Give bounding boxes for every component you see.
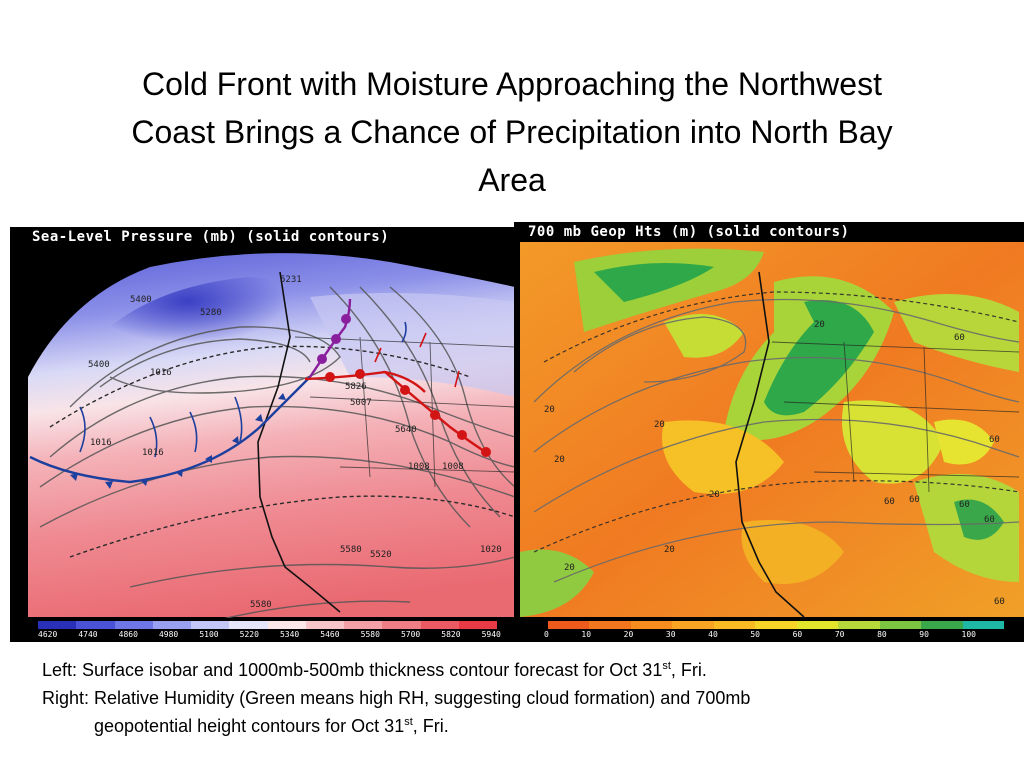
humidity-colorbar-swatch [921, 621, 963, 629]
right-contour-label: 60 [989, 435, 1000, 445]
thickness-colorbar-swatch [305, 621, 344, 629]
left-contour-label: 1008 [442, 462, 464, 472]
slide-title: Cold Front with Moisture Approaching the… [40, 60, 984, 204]
thickness-colorbar-label: 5220 [239, 630, 259, 639]
humidity-colorbar-swatch [713, 621, 756, 629]
humidity-colorbar-label: 80 [877, 630, 887, 639]
humidity-colorbar-swatch [879, 621, 922, 629]
sea-level-pressure-map: 5400 5280 5231 5400 1016 1016 1016 5826 … [10, 227, 515, 642]
thickness-colorbar-label: 5940 [481, 630, 501, 639]
humidity-colorbar-labels: 0 10 20 30 40 50 60 70 80 90 100 [544, 630, 976, 641]
sea-level-pressure-map-graphic: 5400 5280 5231 5400 1016 1016 1016 5826 … [10, 227, 515, 642]
thickness-colorbar-swatch [191, 621, 230, 629]
thickness-colorbar-label: 5340 [279, 630, 300, 639]
humidity-colorbar-strip [548, 621, 1004, 629]
caption-line-1: Left: Surface isobar and 1000mb-500mb th… [42, 660, 707, 680]
thickness-colorbar-swatch [382, 621, 421, 629]
humidity-colorbar-label: 70 [834, 630, 845, 639]
right-contour-label: 20 [554, 455, 565, 465]
humidity-colorbar-label: 90 [919, 630, 929, 639]
left-contour-label: 1020 [480, 545, 502, 555]
left-contour-label: 5580 [250, 600, 272, 610]
thickness-colorbar-label: 4980 [158, 630, 179, 639]
right-contour-label: 20 [544, 405, 555, 415]
humidity-colorbar-swatch [589, 621, 631, 629]
thickness-colorbar-strip [38, 621, 497, 629]
humidity-colorbar-swatch [838, 621, 880, 629]
humidity-colorbar-swatch [630, 621, 673, 629]
humidity-colorbar-swatch [796, 621, 839, 629]
thickness-colorbar-swatch [114, 621, 153, 629]
right-contour-label: 20 [654, 420, 665, 430]
right-contour-label: 20 [664, 545, 675, 555]
left-contour-label: 1016 [150, 368, 172, 378]
left-contour-label: 5231 [280, 275, 302, 285]
caption-line-3: geopotential height contours for Oct 31s… [94, 716, 449, 736]
left-contour-label: 1008 [408, 462, 430, 472]
left-contour-label: 5400 [88, 360, 110, 370]
right-contour-label: 20 [709, 490, 720, 500]
right-contour-label: 60 [954, 333, 965, 343]
humidity-colorbar-label: 20 [623, 630, 634, 639]
left-contour-label: 5007 [350, 398, 372, 408]
right-contour-label: 20 [814, 320, 825, 330]
left-contour-label: 1016 [90, 438, 112, 448]
thickness-colorbar-swatch [38, 621, 77, 629]
title-line-2: Coast Brings a Chance of Precipitation i… [131, 114, 893, 150]
left-contour-label: 5400 [130, 295, 152, 305]
relative-humidity-map: 20 20 20 20 60 60 60 60 60 20 60 60 20 2… [514, 222, 1024, 642]
left-contour-label: 1016 [142, 448, 164, 458]
thickness-colorbar-swatch [344, 621, 383, 629]
right-contour-label: 20 [564, 563, 575, 573]
title-line-3: Area [478, 162, 546, 198]
humidity-colorbar-label: 30 [665, 630, 676, 639]
thickness-colorbar-label: 4620 [38, 630, 58, 639]
left-contour-label: 5640 [395, 425, 417, 435]
humidity-colorbar-label: 50 [750, 630, 760, 639]
humidity-colorbar: 0 10 20 30 40 50 60 70 80 90 100 [514, 618, 1024, 642]
humidity-colorbar-label: 60 [792, 630, 803, 639]
right-contour-label: 60 [909, 495, 920, 505]
thickness-colorbar-swatch [152, 621, 191, 629]
humidity-colorbar-swatch [672, 621, 714, 629]
thickness-colorbar-swatch [76, 621, 115, 629]
left-map-header: Sea-Level Pressure (mb) (solid contours) [32, 229, 390, 245]
humidity-colorbar-label: 40 [708, 630, 718, 639]
humidity-colorbar-swatch [548, 621, 590, 629]
thickness-colorbar-label: 4860 [118, 630, 138, 639]
caption-line-2: Right: Relative Humidity (Green means hi… [42, 688, 751, 708]
humidity-colorbar-swatch [755, 621, 797, 629]
thickness-colorbar-label: 5460 [320, 630, 340, 639]
title-line-1: Cold Front with Moisture Approaching the… [142, 66, 882, 102]
thickness-colorbar-label: 4740 [78, 630, 98, 639]
thickness-colorbar-swatch [229, 621, 268, 629]
thickness-colorbar-label: 5580 [360, 630, 380, 639]
thickness-colorbar-swatch [420, 621, 459, 629]
thickness-colorbar-swatch [458, 621, 497, 629]
thickness-colorbar-swatch [267, 621, 306, 629]
thickness-colorbar-label: 5100 [199, 630, 219, 639]
humidity-colorbar-label: 0 [544, 630, 549, 639]
right-contour-label: 60 [884, 497, 895, 507]
right-contour-label: 60 [959, 500, 970, 510]
left-contour-label: 5280 [200, 308, 222, 318]
humidity-colorbar-swatch [962, 621, 1004, 629]
left-contour-label: 5520 [370, 550, 392, 560]
right-contour-label: 60 [984, 515, 995, 525]
left-contour-label: 5826 [345, 382, 367, 392]
humidity-colorbar-label: 10 [581, 630, 592, 639]
right-contour-label: 60 [994, 597, 1005, 607]
right-map-header: 700 mb Geop Hts (m) (solid contours) [528, 224, 850, 240]
left-contour-label: 5580 [340, 545, 362, 555]
thickness-colorbar-labels: 4620 4740 4860 4980 5100 5220 5340 5460 5580 5700… [38, 630, 501, 641]
thickness-colorbar-label: 5820 [441, 630, 461, 639]
slide-caption: Left: Surface isobar and 1000mb-500mb th… [42, 656, 1002, 740]
humidity-colorbar-label: 100 [961, 630, 976, 639]
thickness-colorbar-label: 5700 [400, 630, 421, 639]
thickness-colorbar: 4620 4740 4860 4980 5100 5220 5340 5460 5580 5700… [10, 618, 515, 642]
relative-humidity-map-graphic: 20 20 20 20 60 60 60 60 60 20 60 60 20 2… [514, 222, 1024, 642]
